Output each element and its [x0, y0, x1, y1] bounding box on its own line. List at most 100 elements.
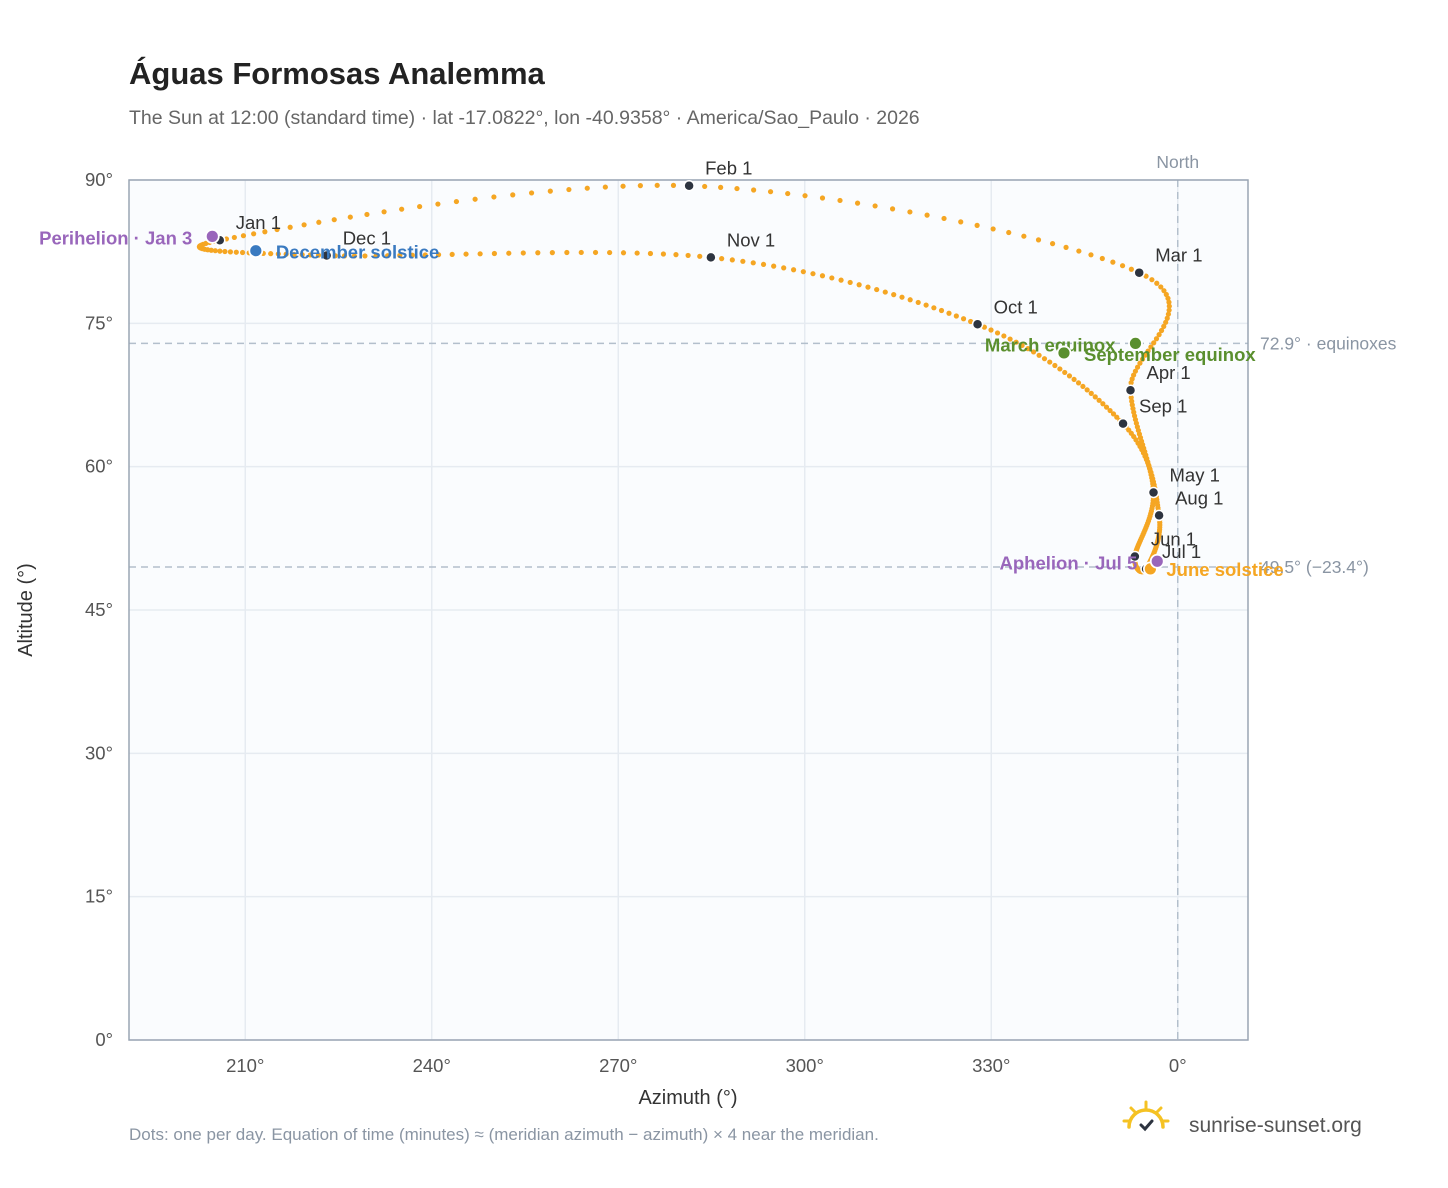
event-marker — [248, 243, 264, 259]
daily-dot — [647, 250, 654, 257]
daily-dot — [1148, 344, 1154, 350]
daily-dot — [697, 253, 703, 259]
daily-dot — [882, 289, 888, 295]
daily-dot — [1006, 229, 1012, 236]
daily-dot — [1062, 369, 1068, 376]
daily-dot — [307, 252, 313, 258]
daily-dot — [931, 305, 937, 311]
daily-dot — [1165, 295, 1171, 301]
x-tick-label: 270° — [599, 1055, 637, 1076]
daily-dot — [854, 200, 861, 206]
daily-dot — [1151, 340, 1157, 346]
daily-dot — [251, 231, 257, 237]
brand-logo[interactable]: sunrise-sunset.org — [1122, 1100, 1362, 1137]
daily-dot — [654, 182, 660, 188]
daily-dot — [1076, 248, 1082, 254]
daily-dot — [620, 183, 626, 189]
daily-dot — [385, 253, 391, 259]
daily-dot — [1088, 390, 1094, 396]
y-axis-label: Altitude (°) — [15, 563, 37, 657]
daily-dot — [331, 217, 337, 223]
daily-dot — [491, 250, 498, 257]
daily-dot — [829, 275, 835, 281]
daily-dot — [771, 263, 777, 269]
daily-dot — [275, 251, 281, 257]
month-label: Sep 1 — [1139, 396, 1187, 417]
daily-dot — [1143, 273, 1149, 279]
daily-dot — [891, 292, 897, 298]
daily-dot — [602, 184, 608, 190]
daily-dot — [315, 252, 322, 258]
daily-dot — [453, 198, 460, 205]
daily-dot — [946, 310, 952, 316]
daily-dot — [566, 186, 572, 193]
reference-label: 49.5° (−23.4°) — [1260, 557, 1369, 577]
daily-dot — [422, 252, 428, 258]
month-marker — [1147, 486, 1160, 499]
reference-label: 72.9° · equinoxes — [1260, 333, 1397, 353]
daily-dot — [634, 250, 640, 256]
daily-dot — [1099, 255, 1105, 262]
daily-dot — [1166, 303, 1172, 309]
footnote: Dots: one per day. Equation of time (min… — [129, 1125, 879, 1144]
brand-name: sunrise-sunset.org — [1189, 1114, 1362, 1137]
daily-dot — [819, 195, 826, 201]
month-label: Oct 1 — [994, 296, 1038, 317]
daily-dot — [477, 251, 483, 257]
daily-dot — [362, 253, 368, 259]
daily-dot — [1153, 336, 1160, 342]
daily-dot — [889, 206, 896, 212]
daily-dot — [1110, 259, 1116, 265]
daily-dot — [923, 302, 929, 308]
y-tick-label: 90° — [85, 169, 113, 190]
daily-dot — [702, 183, 708, 190]
daily-dot — [1134, 364, 1141, 370]
daily-dot — [899, 294, 905, 300]
daily-dot — [719, 256, 725, 262]
month-label: Mar 1 — [1155, 245, 1202, 266]
daily-dot — [316, 219, 322, 225]
daily-dot — [1154, 280, 1160, 286]
daily-dot — [1057, 366, 1063, 372]
plot-frame — [128, 179, 1249, 1041]
daily-dot — [760, 261, 767, 268]
daily-dot — [417, 203, 423, 210]
daily-dot — [212, 248, 218, 254]
daily-dot — [364, 211, 370, 218]
event-markers: June solstice December solstice March equi… — [39, 227, 1284, 580]
x-tick-label: 300° — [786, 1055, 824, 1076]
daily-dot — [938, 307, 945, 314]
daily-dot — [819, 273, 826, 279]
month-marker — [1117, 417, 1129, 430]
daily-dot — [1137, 360, 1143, 366]
event-label: June solstice — [1166, 559, 1283, 580]
daily-dot — [620, 250, 627, 256]
daily-dot — [941, 215, 947, 222]
daily-dot — [718, 184, 724, 190]
y-tick-label: 75° — [85, 312, 113, 333]
daily-dot — [1114, 414, 1120, 420]
y-tick-label: 30° — [85, 742, 113, 763]
daily-dot — [1047, 359, 1053, 365]
daily-dot — [227, 249, 234, 255]
daily-dot — [767, 189, 774, 195]
daily-dot — [240, 233, 247, 239]
daily-dot — [1161, 288, 1167, 294]
axis-ticks: 210° 240° 270° 300° 330° 0° 0° 15° 30° 45° 60° 75° 9… — [85, 169, 1187, 1076]
daily-dot — [994, 330, 1001, 336]
chart-subtitle: The Sun at 12:00 (standard time) · lat -… — [129, 107, 920, 129]
daily-dot — [751, 187, 757, 193]
event-marker — [204, 228, 220, 244]
daily-dot — [810, 271, 816, 277]
daily-dot — [217, 248, 223, 254]
daily-dot — [660, 251, 667, 257]
daily-dot — [670, 182, 677, 188]
daily-dot — [1107, 407, 1113, 414]
daily-dot — [222, 248, 228, 255]
x-tick-label: 240° — [413, 1055, 451, 1076]
daily-dot — [924, 212, 930, 218]
daily-dot — [1142, 352, 1148, 358]
daily-dot — [1019, 342, 1025, 349]
daily-dot — [397, 252, 403, 259]
